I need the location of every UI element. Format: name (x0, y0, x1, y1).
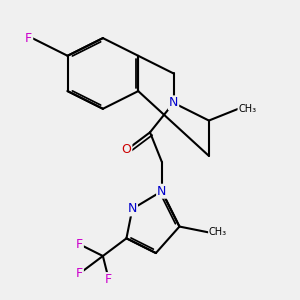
Text: F: F (25, 32, 32, 45)
Text: N: N (169, 96, 178, 110)
Text: O: O (122, 143, 131, 157)
Text: N: N (157, 185, 167, 198)
Text: CH₃: CH₃ (238, 104, 256, 114)
Text: CH₃: CH₃ (209, 227, 227, 237)
Text: F: F (76, 267, 83, 280)
Text: F: F (105, 273, 112, 286)
Text: N: N (128, 202, 137, 215)
Text: F: F (76, 238, 83, 251)
